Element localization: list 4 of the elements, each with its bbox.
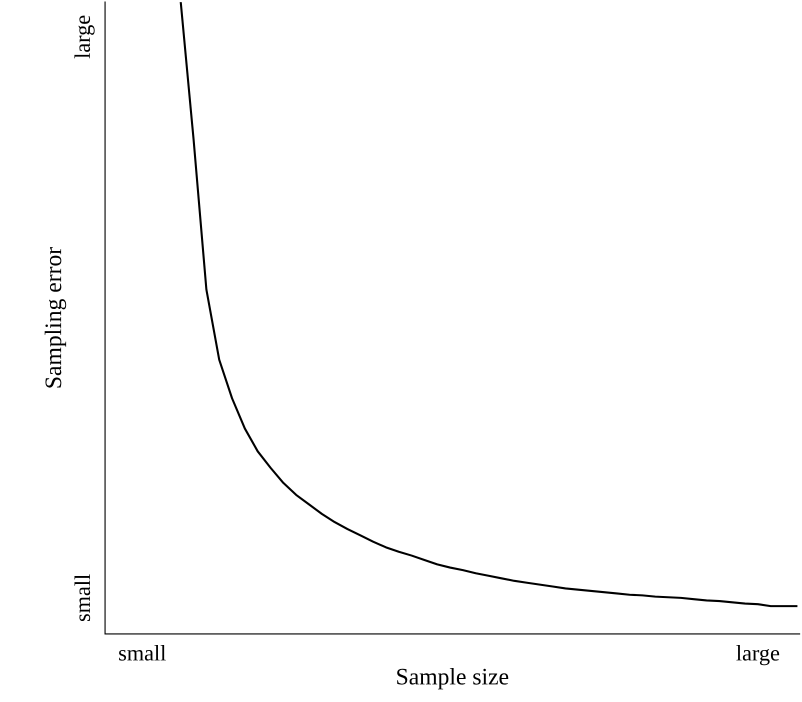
x-axis-title: Sample size [397,668,508,690]
text: large [74,16,95,58]
text: small [74,574,90,622]
y-axis-title: Sampling error [44,247,66,388]
